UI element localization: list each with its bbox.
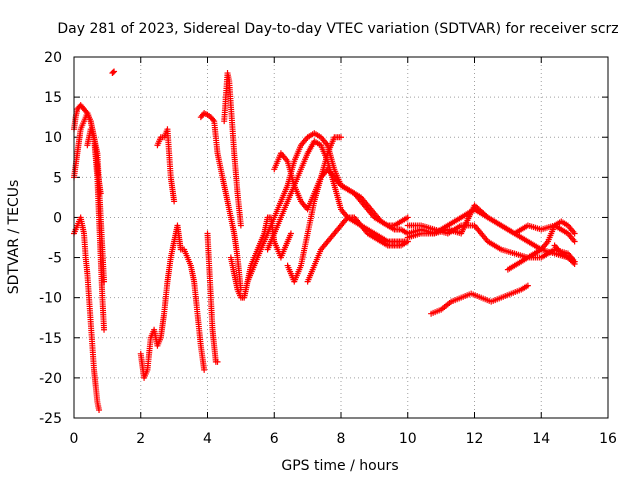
- y-tick-label: -25: [39, 411, 62, 427]
- data-point: [171, 198, 178, 205]
- data-series: [428, 282, 531, 317]
- x-tick-label: 16: [599, 431, 617, 447]
- data-point: [571, 238, 578, 245]
- x-tick-label: 4: [203, 431, 212, 447]
- data-point: [524, 282, 531, 289]
- data-point: [237, 222, 244, 229]
- data-series: [137, 222, 208, 381]
- data-point: [101, 278, 108, 285]
- data-point: [404, 214, 411, 221]
- plot-frame: [73, 56, 609, 419]
- y-tick-label: -5: [48, 251, 62, 267]
- data-point: [96, 406, 103, 413]
- y-tick-labels: -25 -20 -15 -10 -5 0 5 10 15 20: [39, 50, 62, 427]
- data-series: [284, 134, 344, 285]
- x-tick-label: 12: [466, 431, 484, 447]
- data-point: [83, 108, 90, 115]
- y-tick-label: 15: [44, 90, 62, 106]
- data-point: [101, 326, 108, 333]
- data-series: [84, 126, 108, 285]
- x-tick-label: 2: [136, 431, 145, 447]
- y-tick-label: -15: [39, 331, 62, 347]
- data-series: [197, 110, 244, 293]
- data-marks: [71, 68, 578, 413]
- data-point: [111, 68, 118, 75]
- x-tick-label: 0: [70, 431, 79, 447]
- data-point: [287, 230, 294, 237]
- y-tick-label: 20: [44, 50, 62, 66]
- data-series: [221, 70, 244, 229]
- data-series: [504, 218, 578, 273]
- data-series: [71, 214, 103, 413]
- data-series: [204, 230, 221, 365]
- x-tick-label: 14: [532, 431, 550, 447]
- y-axis-label: SDTVAR / TECUs: [6, 180, 22, 295]
- y-tick-label: -10: [39, 291, 62, 307]
- data-series: [109, 68, 118, 77]
- data-series: [154, 126, 178, 205]
- data-point: [571, 260, 578, 267]
- data-series: [551, 242, 578, 267]
- x-tick-label: 10: [399, 431, 417, 447]
- x-tick-label: 8: [337, 431, 346, 447]
- y-tick-label: -20: [39, 371, 62, 387]
- data-point: [110, 69, 117, 76]
- x-tick-label: 6: [270, 431, 279, 447]
- axis-ticks: [73, 56, 609, 419]
- x-axis-label: GPS time / hours: [281, 458, 398, 474]
- y-tick-label: 10: [44, 130, 62, 146]
- y-tick-label: 5: [53, 170, 62, 186]
- data-point: [571, 230, 578, 237]
- x-tick-labels: 0 2 4 6 8 10 12 14 16: [70, 431, 617, 447]
- data-point: [214, 358, 221, 365]
- y-tick-label: 0: [53, 210, 62, 226]
- data-point: [201, 366, 208, 373]
- data-point: [570, 259, 577, 266]
- chart-title: Day 281 of 2023, Sidereal Day-to-day VTE…: [57, 21, 618, 37]
- data-point: [210, 116, 217, 123]
- data-point: [338, 134, 344, 141]
- data-series: [304, 214, 411, 285]
